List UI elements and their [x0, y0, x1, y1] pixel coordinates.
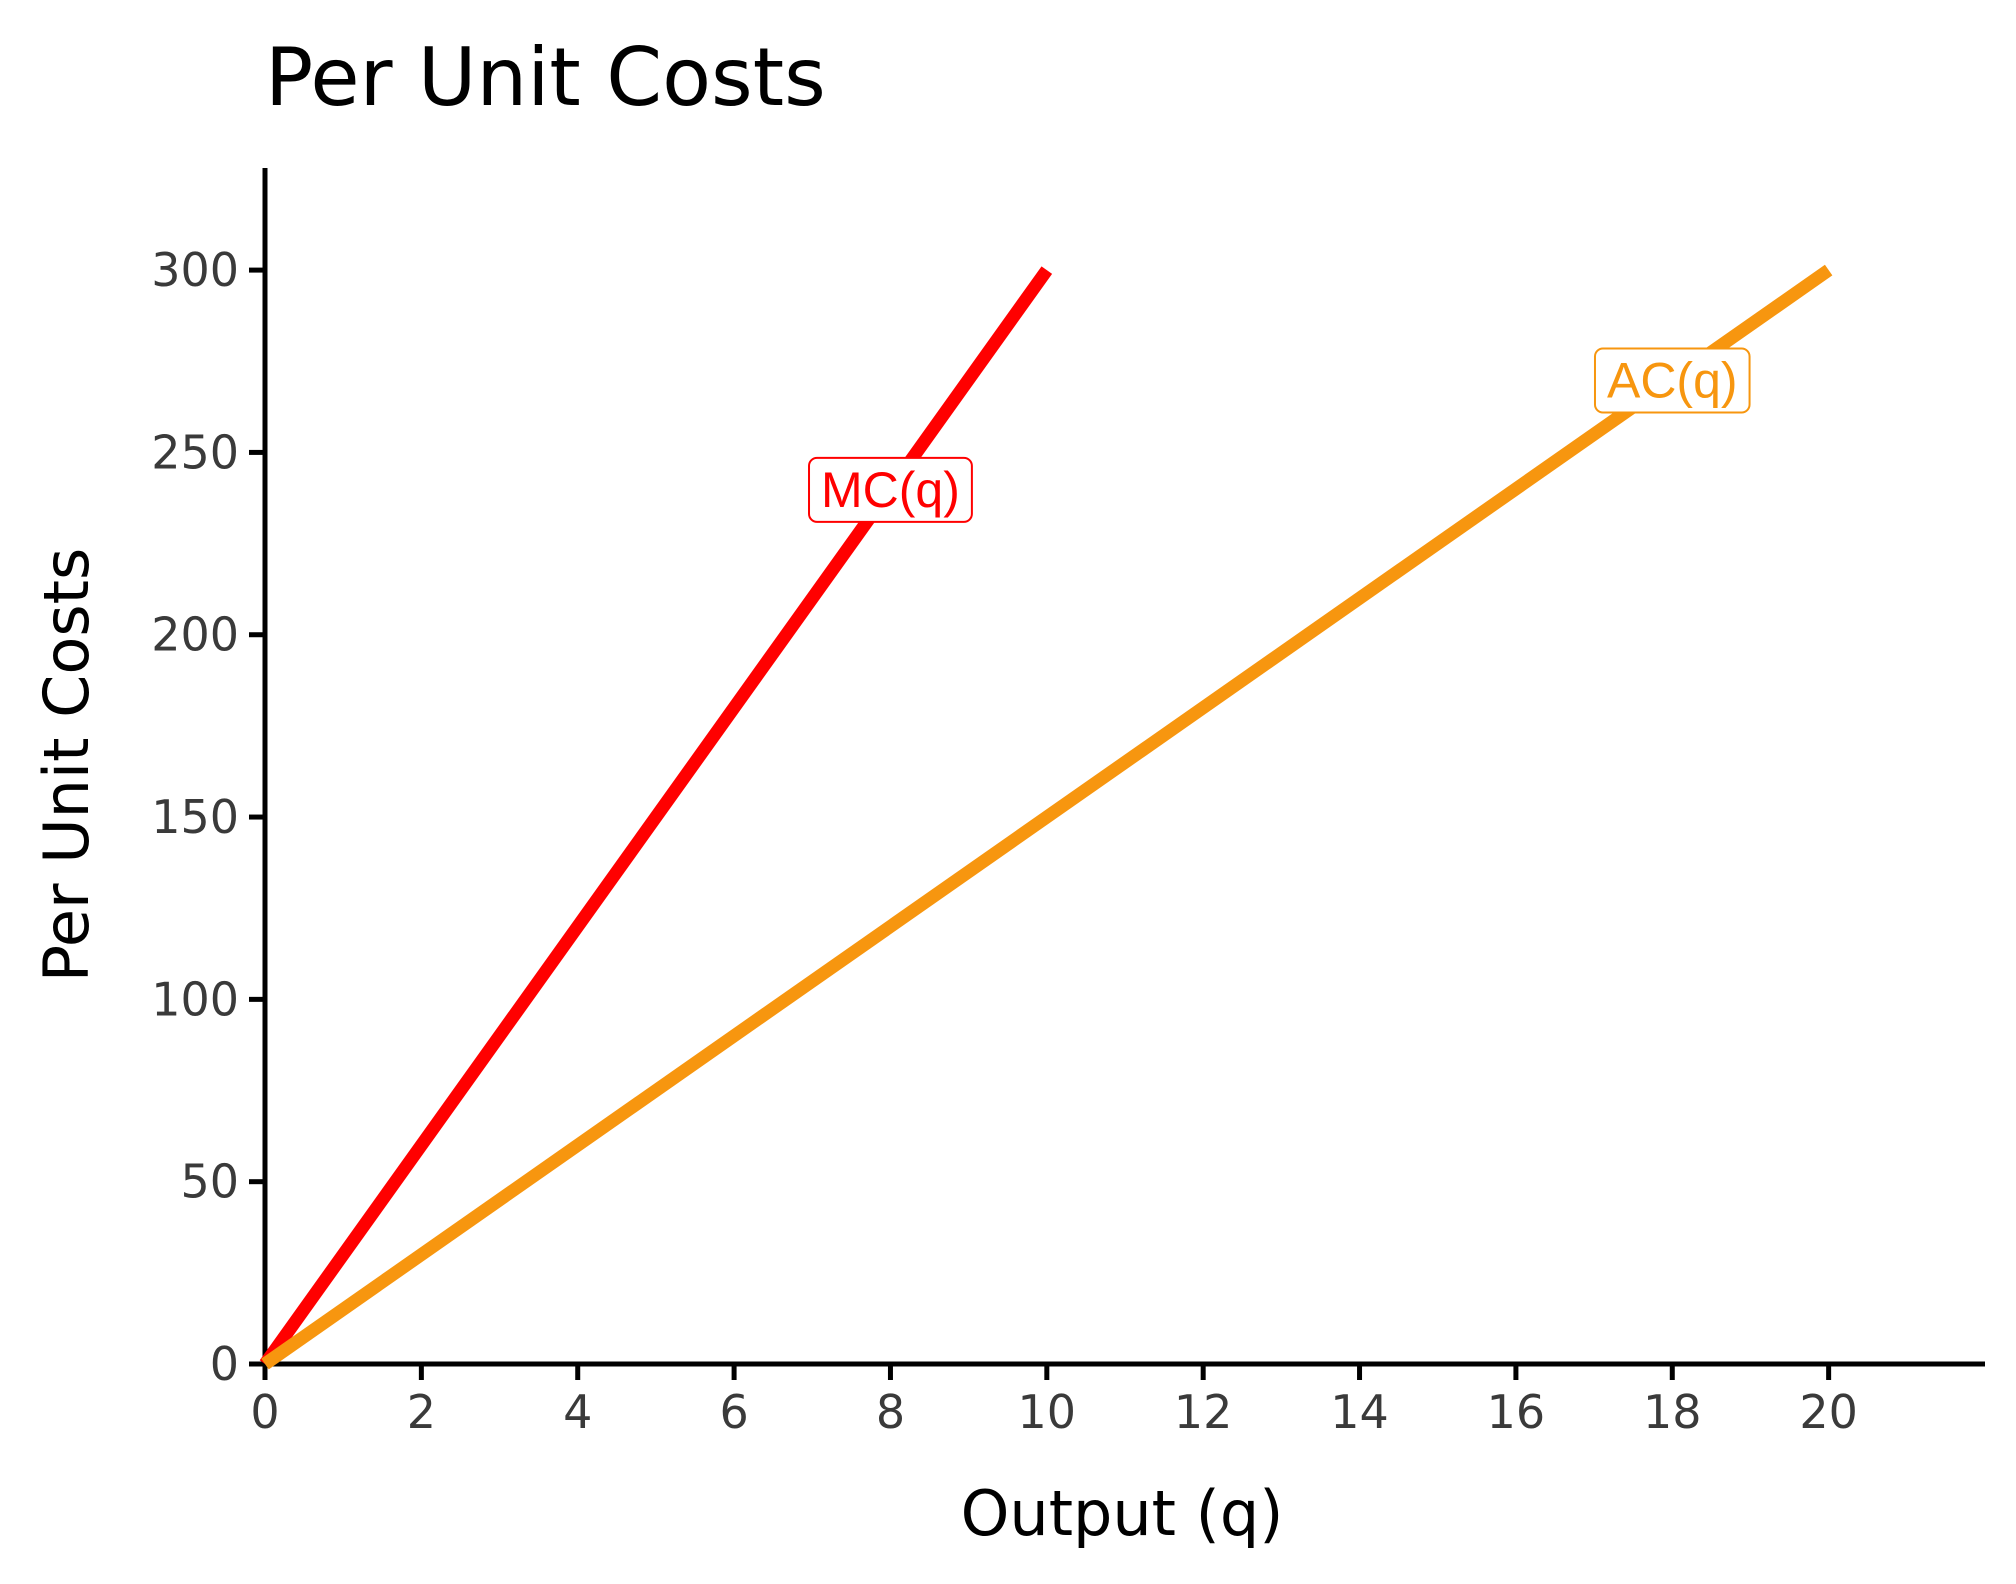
x-tick-label: 12: [1174, 1385, 1233, 1439]
series-lines: [259, 264, 1833, 1370]
x-tick-label: 14: [1330, 1385, 1389, 1439]
series-line-acq: [261, 264, 1833, 1370]
y-tick-label: 100: [151, 972, 239, 1026]
y-tick-label: 0: [210, 1337, 239, 1391]
chart-title: Per Unit Costs: [265, 31, 826, 124]
y-tick-label: 250: [151, 425, 239, 479]
x-tick-label: 20: [1799, 1385, 1858, 1439]
x-tick-label: 16: [1487, 1385, 1546, 1439]
series-label-acq: AC(q): [1593, 347, 1751, 414]
y-tick-label: 200: [151, 608, 239, 662]
series-label-text: AC(q): [1607, 352, 1738, 408]
series-line-mcq: [259, 266, 1053, 1368]
x-tick-label: 2: [407, 1385, 436, 1439]
series-label-text: MC(q): [821, 462, 960, 518]
series-label-box: [808, 456, 973, 523]
x-tick-label: 8: [876, 1385, 905, 1439]
x-axis-label: Output (q): [961, 1477, 1284, 1550]
y-tick-label: 50: [180, 1155, 239, 1209]
y-axis-label: Per Unit Costs: [30, 548, 103, 983]
x-tick-label: 4: [563, 1385, 592, 1439]
series-label-mcq: MC(q): [808, 456, 973, 523]
series-labels: MC(q) AC(q): [808, 347, 1751, 523]
x-tick-label: 6: [719, 1385, 748, 1439]
y-ticks: 0 50 100 150 200 250 300: [151, 243, 265, 1391]
y-tick-label: 150: [151, 790, 239, 844]
x-tick-label: 18: [1643, 1385, 1702, 1439]
x-tick-label: 0: [250, 1385, 279, 1439]
x-tick-label: 10: [1018, 1385, 1077, 1439]
series-label-box: [1593, 347, 1751, 414]
x-ticks: 0 2 4 6 8 10 12 14 16 18 20: [250, 1364, 1858, 1439]
y-tick-label: 300: [151, 243, 239, 297]
